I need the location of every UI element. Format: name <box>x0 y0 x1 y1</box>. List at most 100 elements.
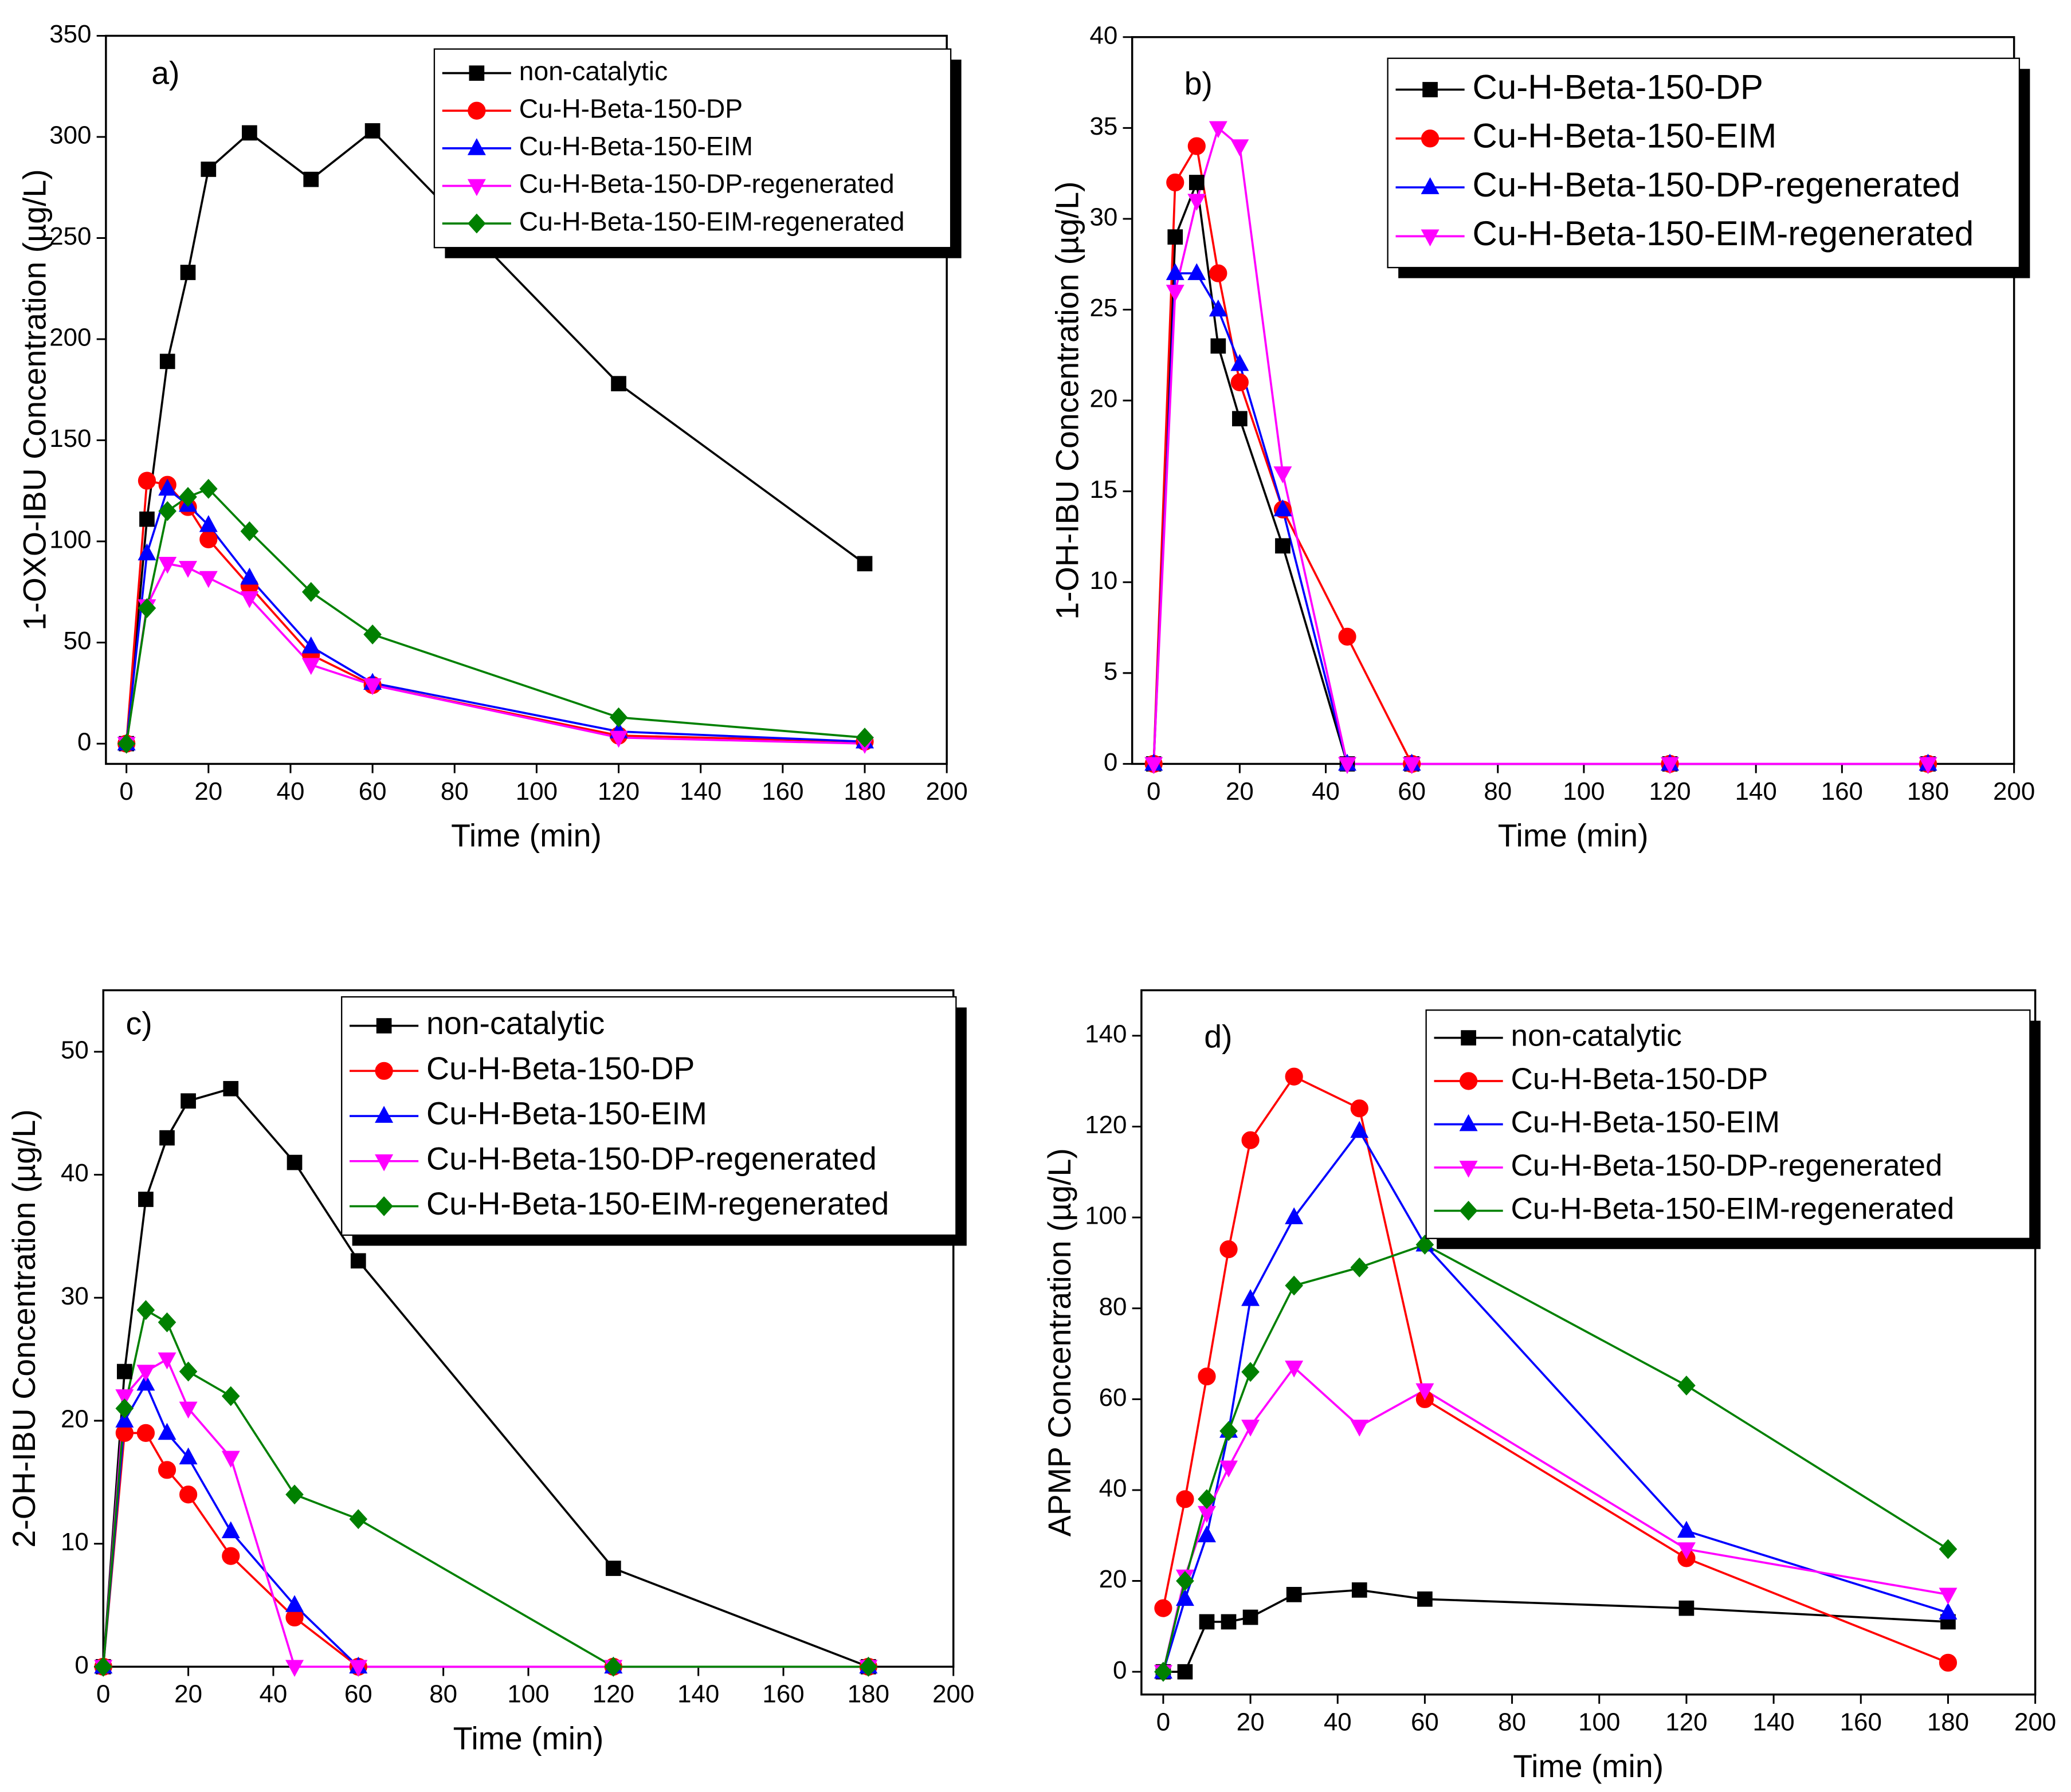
marker <box>1242 1609 1258 1625</box>
legend-label: Cu-H-Beta-150-EIM <box>1473 117 1777 155</box>
marker <box>1209 121 1227 139</box>
marker <box>1273 499 1292 517</box>
series-line <box>125 479 865 744</box>
marker <box>1198 1367 1216 1386</box>
series-line <box>125 488 865 744</box>
x-tick-label: 0 <box>1147 777 1160 805</box>
marker <box>158 1461 176 1479</box>
series-line <box>125 487 865 744</box>
marker <box>1209 264 1227 282</box>
y-tick-label: 25 <box>1089 294 1117 322</box>
marker <box>1187 263 1206 280</box>
x-tick-label: 100 <box>507 1680 549 1708</box>
legend-label: Cu-H-Beta-150-DP <box>519 93 743 123</box>
marker <box>1919 757 1937 775</box>
marker <box>138 1192 154 1207</box>
marker <box>1230 373 1249 391</box>
x-tick-label: 180 <box>1907 777 1949 805</box>
x-tick-label: 40 <box>1312 777 1340 805</box>
marker <box>1166 284 1184 302</box>
marker <box>1144 757 1163 775</box>
x-tick-label: 60 <box>359 777 387 805</box>
marker <box>1460 1072 1478 1090</box>
legend-label: Cu-H-Beta-150-DP-regenerated <box>1473 166 1960 204</box>
marker <box>469 65 485 81</box>
x-tick-label: 140 <box>1735 777 1777 805</box>
x-tick-label: 200 <box>926 777 968 805</box>
marker <box>136 1424 155 1443</box>
marker <box>1166 173 1184 192</box>
marker <box>199 571 218 588</box>
x-tick-label: 120 <box>1649 777 1690 805</box>
marker <box>1230 139 1249 156</box>
marker <box>158 478 177 496</box>
marker <box>1154 1661 1172 1682</box>
series-line <box>1152 126 1928 765</box>
marker <box>363 678 382 695</box>
marker <box>221 1521 240 1538</box>
marker <box>199 530 218 549</box>
x-tick-label: 180 <box>1927 1708 1969 1736</box>
x-tick-label: 160 <box>762 1680 804 1708</box>
legend-box <box>433 48 952 249</box>
marker <box>158 1422 176 1440</box>
x-axis-title: Time (min) <box>451 818 602 853</box>
y-tick-label: 20 <box>61 1405 89 1433</box>
legend-label: Cu-H-Beta-150-DP <box>1511 1062 1768 1096</box>
marker <box>138 543 156 561</box>
x-tick-label: 80 <box>1498 1708 1526 1736</box>
y-tick-label: 0 <box>77 728 91 756</box>
x-tick-label: 40 <box>260 1680 288 1708</box>
marker <box>116 1363 132 1380</box>
panel: 0 20 40 60 80 100 120 140 160 180 200 0 20 40 60 80 100 1… <box>1042 989 2056 1784</box>
marker <box>221 1451 240 1468</box>
marker <box>240 567 259 585</box>
marker <box>1422 82 1438 97</box>
y-tick-label: 0 <box>74 1651 88 1679</box>
marker <box>158 501 177 521</box>
series-line <box>102 1308 869 1668</box>
x-tick-label: 40 <box>277 777 305 805</box>
y-tick-label: 10 <box>61 1528 89 1556</box>
marker <box>158 1352 176 1370</box>
marker <box>611 376 626 392</box>
marker <box>1198 1489 1216 1510</box>
marker <box>181 1093 196 1109</box>
marker <box>1232 411 1248 427</box>
marker <box>1459 1114 1478 1131</box>
marker <box>179 1486 198 1504</box>
marker <box>115 1398 134 1418</box>
series-line <box>125 562 865 745</box>
y-tick-label: 250 <box>49 222 91 250</box>
y-tick-label: 140 <box>1085 1020 1127 1048</box>
legend-label: Cu-H-Beta-150-DP-regenerated <box>426 1141 877 1176</box>
marker <box>375 1154 394 1172</box>
marker <box>1210 338 1226 354</box>
x-tick-label: 80 <box>429 1680 457 1708</box>
marker <box>1209 299 1227 317</box>
marker <box>179 487 197 507</box>
x-tick-label: 120 <box>1665 1708 1707 1736</box>
marker <box>240 591 259 608</box>
legend-label: Cu-H-Beta-150-EIM <box>426 1096 707 1131</box>
panel-label: a) <box>151 55 179 91</box>
marker <box>1417 1591 1433 1607</box>
series-line <box>1162 1075 1949 1664</box>
marker <box>1197 1525 1216 1543</box>
marker <box>1415 1235 1434 1255</box>
x-tick-label: 20 <box>194 777 222 805</box>
marker <box>609 707 628 728</box>
marker <box>158 557 177 574</box>
legend-box <box>1387 57 2021 269</box>
marker <box>199 478 218 499</box>
panel: 0 20 40 60 80 100 120 140 160 180 200 0 10 20 30 40 50 Ti… <box>6 989 974 1756</box>
x-tick-label: 20 <box>1226 777 1254 805</box>
y-tick-label: 80 <box>1099 1292 1127 1321</box>
x-tick-label: 0 <box>96 1680 110 1708</box>
marker <box>136 1365 155 1382</box>
marker <box>468 101 486 120</box>
x-tick-label: 200 <box>2014 1708 2056 1736</box>
legend-label: non-catalytic <box>519 56 668 86</box>
y-tick-label: 150 <box>49 425 91 453</box>
x-tick-label: 0 <box>1156 1708 1170 1736</box>
